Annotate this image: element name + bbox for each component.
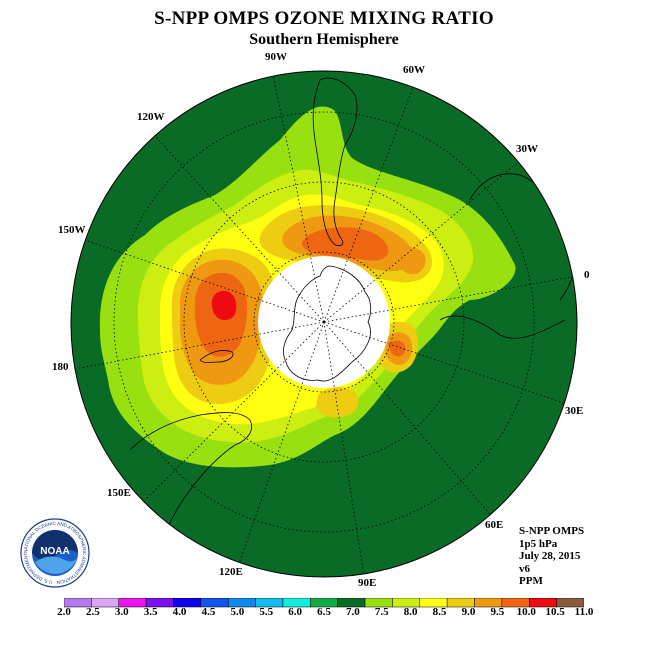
lon-label-90w: 90W <box>265 51 287 63</box>
lon-label-150e: 150E <box>107 487 131 499</box>
map-border <box>70 70 578 578</box>
colorbar-label: 9.5 <box>490 606 505 618</box>
longitude-labels: 0 30W 60W 90W 120W 150W 180 150E 120E 90… <box>52 51 590 589</box>
lon-label-0: 0 <box>584 269 590 281</box>
colorbar-label: 5.0 <box>230 606 245 618</box>
lon-label-120w: 120W <box>137 111 165 123</box>
colorbar-label: 3.5 <box>143 606 158 618</box>
colorbar <box>64 598 584 608</box>
noaa-logo: NATIONAL OCEANIC AND ATMOSPHERIC ADMINIS… <box>20 518 90 588</box>
lon-label-180: 180 <box>52 361 69 373</box>
colorbar-label: 4.0 <box>172 606 187 618</box>
parallels <box>113 111 535 533</box>
info-units: PPM <box>519 575 543 588</box>
lon-label-60e: 60E <box>485 519 503 531</box>
lon-label-90e: 90E <box>358 577 376 589</box>
info-version: v6 <box>519 562 530 575</box>
colorbar-label: 2.5 <box>86 606 100 618</box>
ozone-field <box>71 71 577 577</box>
coast-south-america <box>312 77 358 247</box>
info-instrument: S-NPP OMPS <box>519 525 585 537</box>
contour-10-0-indian <box>389 340 406 357</box>
meridians <box>71 71 577 577</box>
colorbar-label: 7.5 <box>374 606 389 618</box>
lon-label-150w: 150W <box>58 224 86 236</box>
colorbar-label: 11.0 <box>574 606 594 618</box>
lon-label-30w: 30W <box>516 143 538 155</box>
colorbar-label: 3.0 <box>114 606 129 618</box>
coast-africa-south <box>439 315 566 339</box>
coast-new-zealand <box>199 350 234 363</box>
colorbar-label: 10.0 <box>516 606 536 618</box>
chart-subtitle: Southern Hemisphere <box>249 31 399 48</box>
colorbar-label: 2.0 <box>57 606 71 618</box>
colorbar-label: 4.5 <box>201 606 216 618</box>
coast-antarctica <box>283 265 372 382</box>
logo-text: NOAA <box>40 546 69 557</box>
colorbar-label: 7.0 <box>346 606 360 618</box>
info-date: July 28, 2015 <box>519 550 581 563</box>
lon-label-60w: 60W <box>403 64 425 76</box>
lon-label-30e: 30E <box>565 405 583 417</box>
south-pole-marker <box>322 320 326 324</box>
colorbar-labels: 2.0 2.5 3.0 3.5 4.0 4.5 5.0 5.5 6.0 6.5 7.0 7.5 8.0 8… <box>0 606 648 620</box>
contour-10-5-pacific <box>211 290 237 321</box>
colorbar-label: 6.5 <box>317 606 331 618</box>
coast-australia <box>129 412 252 551</box>
colorbar-label: 6.0 <box>288 606 302 618</box>
colorbar-swatch <box>556 598 584 608</box>
colorbar-label: 9.0 <box>461 606 476 618</box>
contour-9-5-east <box>398 247 426 275</box>
lon-label-120e: 120E <box>219 566 243 578</box>
chart-title: S-NPP OMPS OZONE MIXING RATIO <box>154 8 494 29</box>
colorbar-label: 10.5 <box>545 606 565 618</box>
colorbar-label: 5.5 <box>259 606 274 618</box>
colorbar-label: 8.0 <box>403 606 418 618</box>
info-block: S-NPP OMPS 1p5 hPa July 28, 2015 v6 PPM <box>519 525 584 588</box>
contour-9-0-south <box>316 387 359 418</box>
info-level: 1p5 hPa <box>519 537 558 550</box>
colorbar-label: 8.5 <box>432 606 447 618</box>
